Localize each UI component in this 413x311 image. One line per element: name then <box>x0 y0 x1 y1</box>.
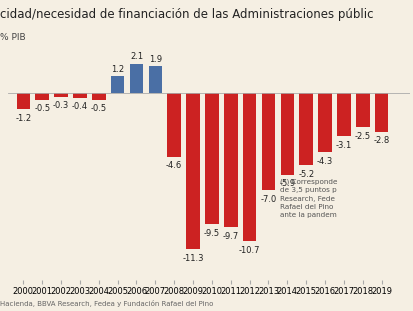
Bar <box>336 93 350 136</box>
Text: -7.0: -7.0 <box>260 195 276 204</box>
Text: -5.2: -5.2 <box>297 170 313 179</box>
Text: -0.4: -0.4 <box>72 102 88 111</box>
Text: 2.1: 2.1 <box>130 52 143 61</box>
Text: (*) Corresponde
de 3,5 puntos p
Research, Fede
Rafael del Pino
ante la pandem: (*) Corresponde de 3,5 puntos p Research… <box>279 179 337 218</box>
Bar <box>299 93 312 165</box>
Text: -9.5: -9.5 <box>203 229 219 238</box>
Bar <box>54 93 68 97</box>
Text: -0.5: -0.5 <box>34 104 50 113</box>
Bar <box>242 93 256 241</box>
Bar <box>92 93 105 100</box>
Text: -3.1: -3.1 <box>335 141 351 150</box>
Bar <box>17 93 30 109</box>
Bar <box>111 76 124 93</box>
Bar <box>223 93 237 227</box>
Bar <box>36 93 49 100</box>
Bar <box>318 93 331 152</box>
Text: -1.2: -1.2 <box>15 114 31 123</box>
Text: -2.5: -2.5 <box>354 132 370 141</box>
Bar <box>280 93 293 174</box>
Text: -4.3: -4.3 <box>316 157 332 166</box>
Bar <box>73 93 86 98</box>
Bar <box>148 67 162 93</box>
Text: -0.3: -0.3 <box>53 101 69 110</box>
Bar <box>186 93 199 249</box>
Bar <box>374 93 387 132</box>
Bar <box>204 93 218 225</box>
Bar <box>355 93 369 128</box>
Bar <box>261 93 275 190</box>
Text: 1.2: 1.2 <box>111 65 124 74</box>
Text: -11.3: -11.3 <box>182 254 203 263</box>
Text: -2.8: -2.8 <box>373 137 389 146</box>
Text: -10.7: -10.7 <box>238 246 260 255</box>
Text: -4.6: -4.6 <box>166 161 182 170</box>
Text: cidad/necesidad de financiación de las Administraciones públic: cidad/necesidad de financiación de las A… <box>0 8 373 21</box>
Text: -5.9: -5.9 <box>279 179 294 188</box>
Text: 1.9: 1.9 <box>148 55 161 64</box>
Bar <box>167 93 180 156</box>
Text: Hacienda, BBVA Research, Fedea y Fundación Rafael del Pino: Hacienda, BBVA Research, Fedea y Fundaci… <box>0 300 213 307</box>
Text: -0.5: -0.5 <box>90 104 107 113</box>
Text: % PIB: % PIB <box>0 33 26 42</box>
Text: -9.7: -9.7 <box>222 232 238 241</box>
Bar <box>129 64 143 93</box>
